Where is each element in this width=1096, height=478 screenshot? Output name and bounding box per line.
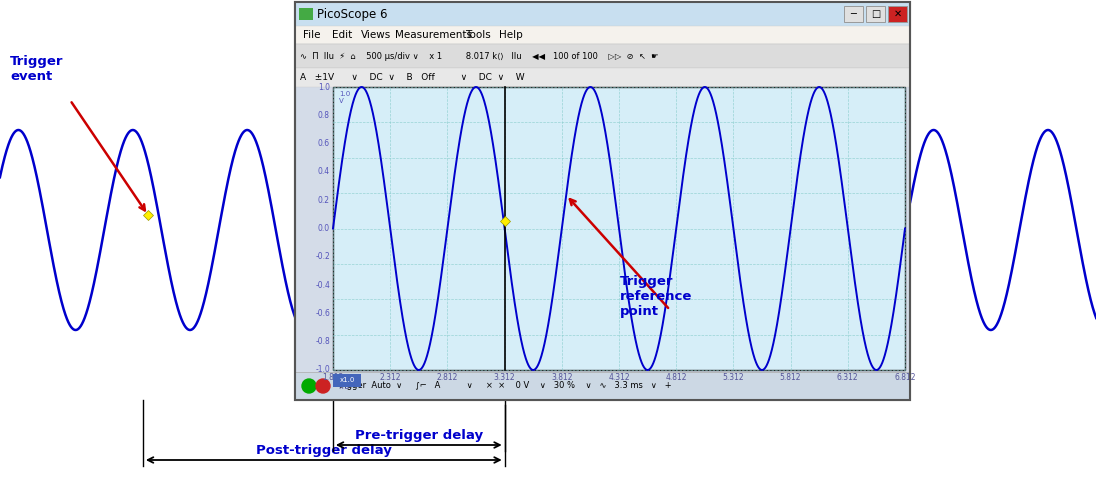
Text: 4.312: 4.312 (608, 373, 630, 382)
Text: Tools: Tools (465, 30, 491, 40)
Text: Trigger  Auto  ∨     ∫⌐   A          ∨     ×  ×    0 V    ∨   30 %    ∨   ∿   3.: Trigger Auto ∨ ∫⌐ A ∨ × × 0 V ∨ 30 % ∨ ∿… (336, 381, 672, 391)
Bar (295, 68, 910, 87)
Text: Trigger
reference
point: Trigger reference point (620, 275, 693, 318)
Text: -0.4: -0.4 (316, 281, 330, 290)
Circle shape (316, 379, 330, 393)
Text: -0.6: -0.6 (316, 309, 330, 318)
Text: ✕: ✕ (893, 9, 902, 19)
Text: Help: Help (499, 30, 523, 40)
Bar (295, 372, 910, 400)
Text: 4.812: 4.812 (665, 373, 687, 382)
Bar (888, 6, 907, 22)
Bar (299, 8, 313, 20)
Text: PicoScope 6: PicoScope 6 (317, 8, 388, 21)
Text: Measurements: Measurements (395, 30, 471, 40)
Circle shape (302, 379, 316, 393)
Bar (333, 374, 361, 387)
Text: 0.4: 0.4 (318, 167, 330, 176)
Text: 0.0: 0.0 (318, 224, 330, 233)
Text: Views: Views (361, 30, 391, 40)
Text: 6.812: 6.812 (894, 373, 916, 382)
Text: □: □ (871, 9, 880, 19)
Text: 6.312: 6.312 (837, 373, 858, 382)
Bar (295, 2, 910, 400)
Bar (333, 87, 905, 370)
Text: ms: ms (338, 382, 350, 391)
Text: 2.312: 2.312 (379, 373, 401, 382)
Text: 3.312: 3.312 (494, 373, 515, 382)
Bar (295, 44, 910, 68)
Bar (295, 26, 910, 44)
Bar (295, 2, 910, 400)
Text: File: File (302, 30, 320, 40)
Text: 1.0
V: 1.0 V (339, 91, 351, 104)
Text: 1.812: 1.812 (322, 373, 344, 382)
Text: Post-trigger delay: Post-trigger delay (255, 444, 391, 457)
Text: 0.2: 0.2 (318, 196, 330, 205)
Text: x1.0: x1.0 (340, 377, 355, 383)
Text: -0.2: -0.2 (316, 252, 330, 261)
Text: Trigger
event: Trigger event (10, 55, 64, 83)
Text: 2.812: 2.812 (436, 373, 458, 382)
Text: 5.812: 5.812 (780, 373, 801, 382)
Text: 1.0: 1.0 (318, 83, 330, 91)
Bar (295, 2, 910, 26)
Text: 0.6: 0.6 (318, 139, 330, 148)
Text: 5.312: 5.312 (722, 373, 744, 382)
Bar (844, 6, 863, 22)
Text: 3.812: 3.812 (551, 373, 572, 382)
Text: Pre-trigger delay: Pre-trigger delay (355, 429, 483, 442)
Text: -0.8: -0.8 (316, 337, 330, 346)
Text: A   ±1V      ∨    DC  ∨    B   Off         ∨    DC  ∨    W: A ±1V ∨ DC ∨ B Off ∨ DC ∨ W (300, 73, 525, 82)
Text: Edit: Edit (332, 30, 352, 40)
Text: 0.8: 0.8 (318, 111, 330, 120)
Text: -1.0: -1.0 (316, 366, 330, 374)
Bar (866, 6, 884, 22)
Text: ∿  Π  llu  ⚡  ⌂    500 µs/div ∨    x 1         8.017 k⟨⟩   llu    ◀◀   100 of 10: ∿ Π llu ⚡ ⌂ 500 µs/div ∨ x 1 8.017 k⟨⟩ l… (300, 52, 659, 61)
Text: ─: ─ (850, 9, 856, 19)
